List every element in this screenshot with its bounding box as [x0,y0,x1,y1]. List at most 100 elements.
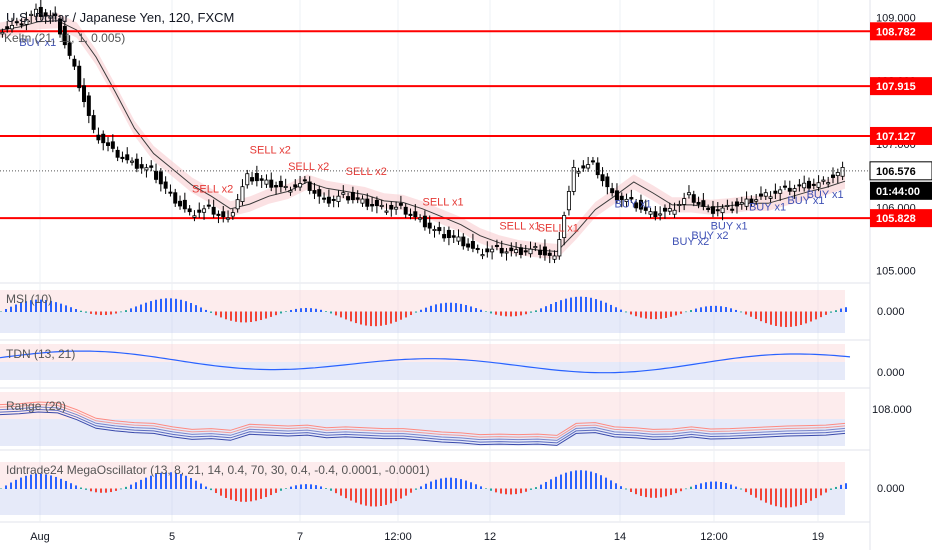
osc-bar [540,308,542,312]
osc-bar [705,306,707,312]
candle-body [58,18,63,35]
osc-bar [650,311,652,320]
osc-bar [310,484,312,489]
osc-bar [735,486,737,489]
candle-body [413,211,418,218]
candle-body [538,249,543,255]
candle-body [672,209,677,215]
candle-body [96,134,101,141]
osc-bar [525,488,527,492]
candle-body [144,167,149,171]
osc-bar [735,309,737,312]
candle-body [331,198,336,201]
osc-bar [120,311,122,313]
osc-bar [335,488,337,494]
osc-bar [385,311,387,325]
buy-signal: BUY x1 [787,195,824,207]
osc-bar [380,311,382,326]
candle-body [499,247,504,254]
osc-bar [420,486,422,489]
osc-bar [730,484,732,489]
osc-bar [320,309,322,312]
buy-signal: BUY x1 [615,198,652,210]
candle-body [787,187,792,192]
osc-bar [170,298,172,312]
osc-bar [35,473,37,489]
candle-body [307,181,312,191]
osc-bar [90,488,92,492]
osc-bar [235,311,237,322]
osc-bar [300,308,302,312]
candle-body [605,176,610,188]
osc-bar [695,484,697,489]
osc-bar [190,303,192,312]
osc-bar [395,488,397,502]
osc-bar [675,488,677,494]
osc-bar [405,311,407,318]
candle-body [394,206,399,210]
osc-bar [455,303,457,312]
range-line [0,401,846,436]
candle-body [269,179,274,188]
osc-bar [65,480,67,489]
osc-bar [125,486,127,489]
osc-bar [240,488,242,502]
candle-body [326,196,331,204]
candle-body [14,21,19,24]
osc-bar [570,297,572,312]
candle-body [614,190,619,201]
candle-body [288,190,293,193]
range-line [0,403,846,439]
osc-bar [580,296,582,312]
candle-body [677,204,682,207]
candle-body [336,195,341,202]
osc-bar [750,488,752,495]
candle-body [178,200,183,207]
osc-bar [45,474,47,489]
osc-bar [105,488,107,493]
price-axis[interactable]: 109.000108.000107.000106.000105.000108.7… [0,12,932,278]
panel-zone-lower [0,488,845,515]
osc-bar [620,486,622,489]
candle-body [346,196,351,201]
candle-body [216,213,221,216]
candle-body [739,202,744,205]
candle-body [115,149,120,158]
osc-bar [375,311,377,327]
osc-bar [755,488,757,498]
osc-bar [80,487,82,489]
osc-bar [800,488,802,505]
candle-body [370,204,375,207]
level-price-box [870,126,932,145]
osc-bar [205,486,207,489]
osc-bar [470,306,472,312]
osc-bar [610,480,612,489]
osc-bar [385,488,387,505]
osc-bar [410,311,412,316]
osc-bar [435,304,437,312]
candle-body [38,6,43,17]
osc-bar [290,486,292,489]
osc-bar [350,311,352,322]
osc-bar [630,488,632,492]
osc-bar [825,488,827,493]
osc-bar [140,479,142,489]
candle-body [48,15,53,19]
candle-body [264,179,269,185]
candle-body [480,254,485,257]
keltner-legend-name: Keltn (21, [4,31,59,45]
candle-body [211,206,216,215]
osc-bar [790,488,792,508]
candle-body [643,206,648,211]
candle-body [259,178,264,181]
range-legend: Range (20) [6,399,66,413]
candle-body [773,190,778,194]
osc-bar [195,305,197,312]
time-axis[interactable]: Aug 5 7 12:00 12 14 12:00 19 [30,531,824,543]
time-tick-label: 14 [614,531,626,543]
osc-bar [315,308,317,312]
osc-bar [170,472,172,489]
osc-bar [575,296,577,312]
